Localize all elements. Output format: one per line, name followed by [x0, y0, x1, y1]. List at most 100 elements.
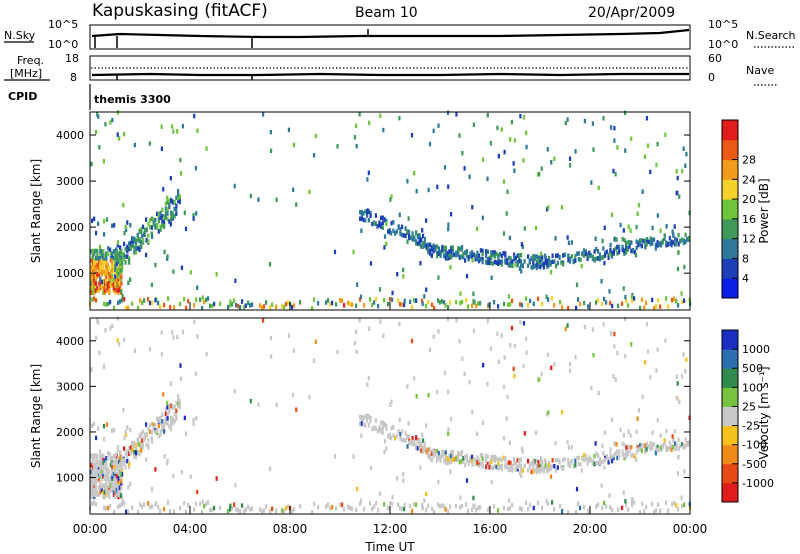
power-point — [99, 249, 102, 254]
power-point — [105, 276, 108, 282]
velocity-point — [109, 487, 112, 493]
velocity-point — [621, 505, 624, 511]
power-point — [117, 290, 120, 296]
power-point — [461, 244, 464, 250]
velocity-point — [621, 452, 624, 457]
power-point — [629, 228, 632, 233]
velocity-point — [192, 418, 195, 423]
velocity-point — [665, 445, 668, 450]
velocity-point — [112, 490, 115, 495]
velocity-point — [105, 422, 109, 427]
power-point — [509, 256, 512, 261]
power-point — [389, 296, 392, 302]
velocity-point — [588, 458, 591, 463]
velocity-point — [677, 454, 680, 460]
colorbar-tick-label: 24 — [742, 173, 756, 186]
velocity-point — [672, 444, 675, 450]
power-point — [635, 224, 638, 230]
power-point — [97, 272, 100, 277]
velocity-point — [488, 461, 491, 467]
velocity-point — [567, 445, 571, 450]
velocity-point — [195, 501, 198, 507]
velocity-point — [126, 453, 129, 459]
velocity-point — [511, 468, 514, 473]
velocity-point — [406, 444, 409, 449]
power-point — [383, 297, 386, 303]
velocity-point — [548, 467, 551, 472]
power-point — [493, 254, 496, 259]
velocity-point — [154, 429, 157, 435]
power-point — [402, 267, 405, 273]
power-point — [681, 237, 684, 242]
velocity-point — [171, 404, 174, 410]
velocity-point — [248, 507, 252, 512]
velocity-point — [622, 490, 625, 495]
power-point — [99, 281, 102, 286]
velocity-point — [93, 487, 96, 493]
power-point — [106, 272, 109, 277]
power-point — [676, 175, 679, 181]
velocity-point — [476, 459, 479, 465]
power-point — [145, 238, 148, 243]
power-point — [164, 206, 167, 211]
power-point — [556, 253, 559, 258]
power-point — [112, 255, 115, 261]
power-point — [195, 297, 198, 303]
power-point — [523, 259, 526, 264]
velocity-point — [471, 458, 474, 464]
velocity-point — [325, 504, 328, 509]
power-point — [611, 254, 614, 259]
power-point — [493, 250, 496, 255]
velocity-point — [486, 461, 489, 467]
velocity-point — [427, 454, 430, 459]
velocity-point — [213, 505, 216, 511]
velocity-point — [507, 460, 510, 465]
velocity-point — [399, 505, 402, 511]
power-point — [359, 216, 362, 222]
velocity-point — [639, 446, 642, 452]
power-point — [621, 244, 624, 250]
velocity-point — [546, 352, 549, 358]
power-point — [163, 224, 166, 229]
power-point — [192, 216, 195, 221]
velocity-point — [327, 502, 330, 507]
velocity-point — [114, 485, 117, 491]
power-point — [649, 240, 652, 245]
power-point — [471, 250, 474, 255]
power-point — [103, 301, 106, 307]
power-point — [644, 243, 647, 248]
velocity-point — [468, 379, 471, 385]
velocity-point — [598, 456, 601, 462]
velocity-point — [510, 325, 514, 331]
power-point — [427, 187, 430, 193]
velocity-point — [506, 462, 509, 468]
nsearch-label: N.Search — [746, 29, 796, 42]
power-point — [150, 216, 153, 222]
nave-tick-high: 60 — [708, 52, 722, 65]
velocity-point — [121, 497, 124, 503]
power-point — [380, 215, 383, 221]
velocity-point — [475, 507, 478, 513]
power-point — [471, 204, 474, 210]
power-point — [90, 269, 93, 275]
power-point — [674, 236, 677, 242]
velocity-point — [177, 403, 180, 409]
power-point — [437, 275, 440, 280]
power-point — [173, 305, 176, 310]
power-point — [447, 226, 450, 232]
y-tick-label: 2000 — [56, 221, 84, 234]
velocity-point — [439, 454, 442, 460]
velocity-point — [479, 452, 482, 458]
power-point — [378, 222, 381, 228]
power-point — [437, 298, 440, 303]
velocity-point — [145, 422, 148, 427]
velocity-point — [642, 443, 645, 449]
velocity-point — [114, 468, 117, 474]
velocity-point — [141, 504, 144, 510]
velocity-point — [512, 366, 515, 372]
power-point — [105, 251, 108, 256]
power-point — [567, 305, 570, 311]
velocity-point — [166, 411, 169, 417]
velocity-point — [358, 317, 361, 323]
velocity-point — [639, 509, 642, 515]
